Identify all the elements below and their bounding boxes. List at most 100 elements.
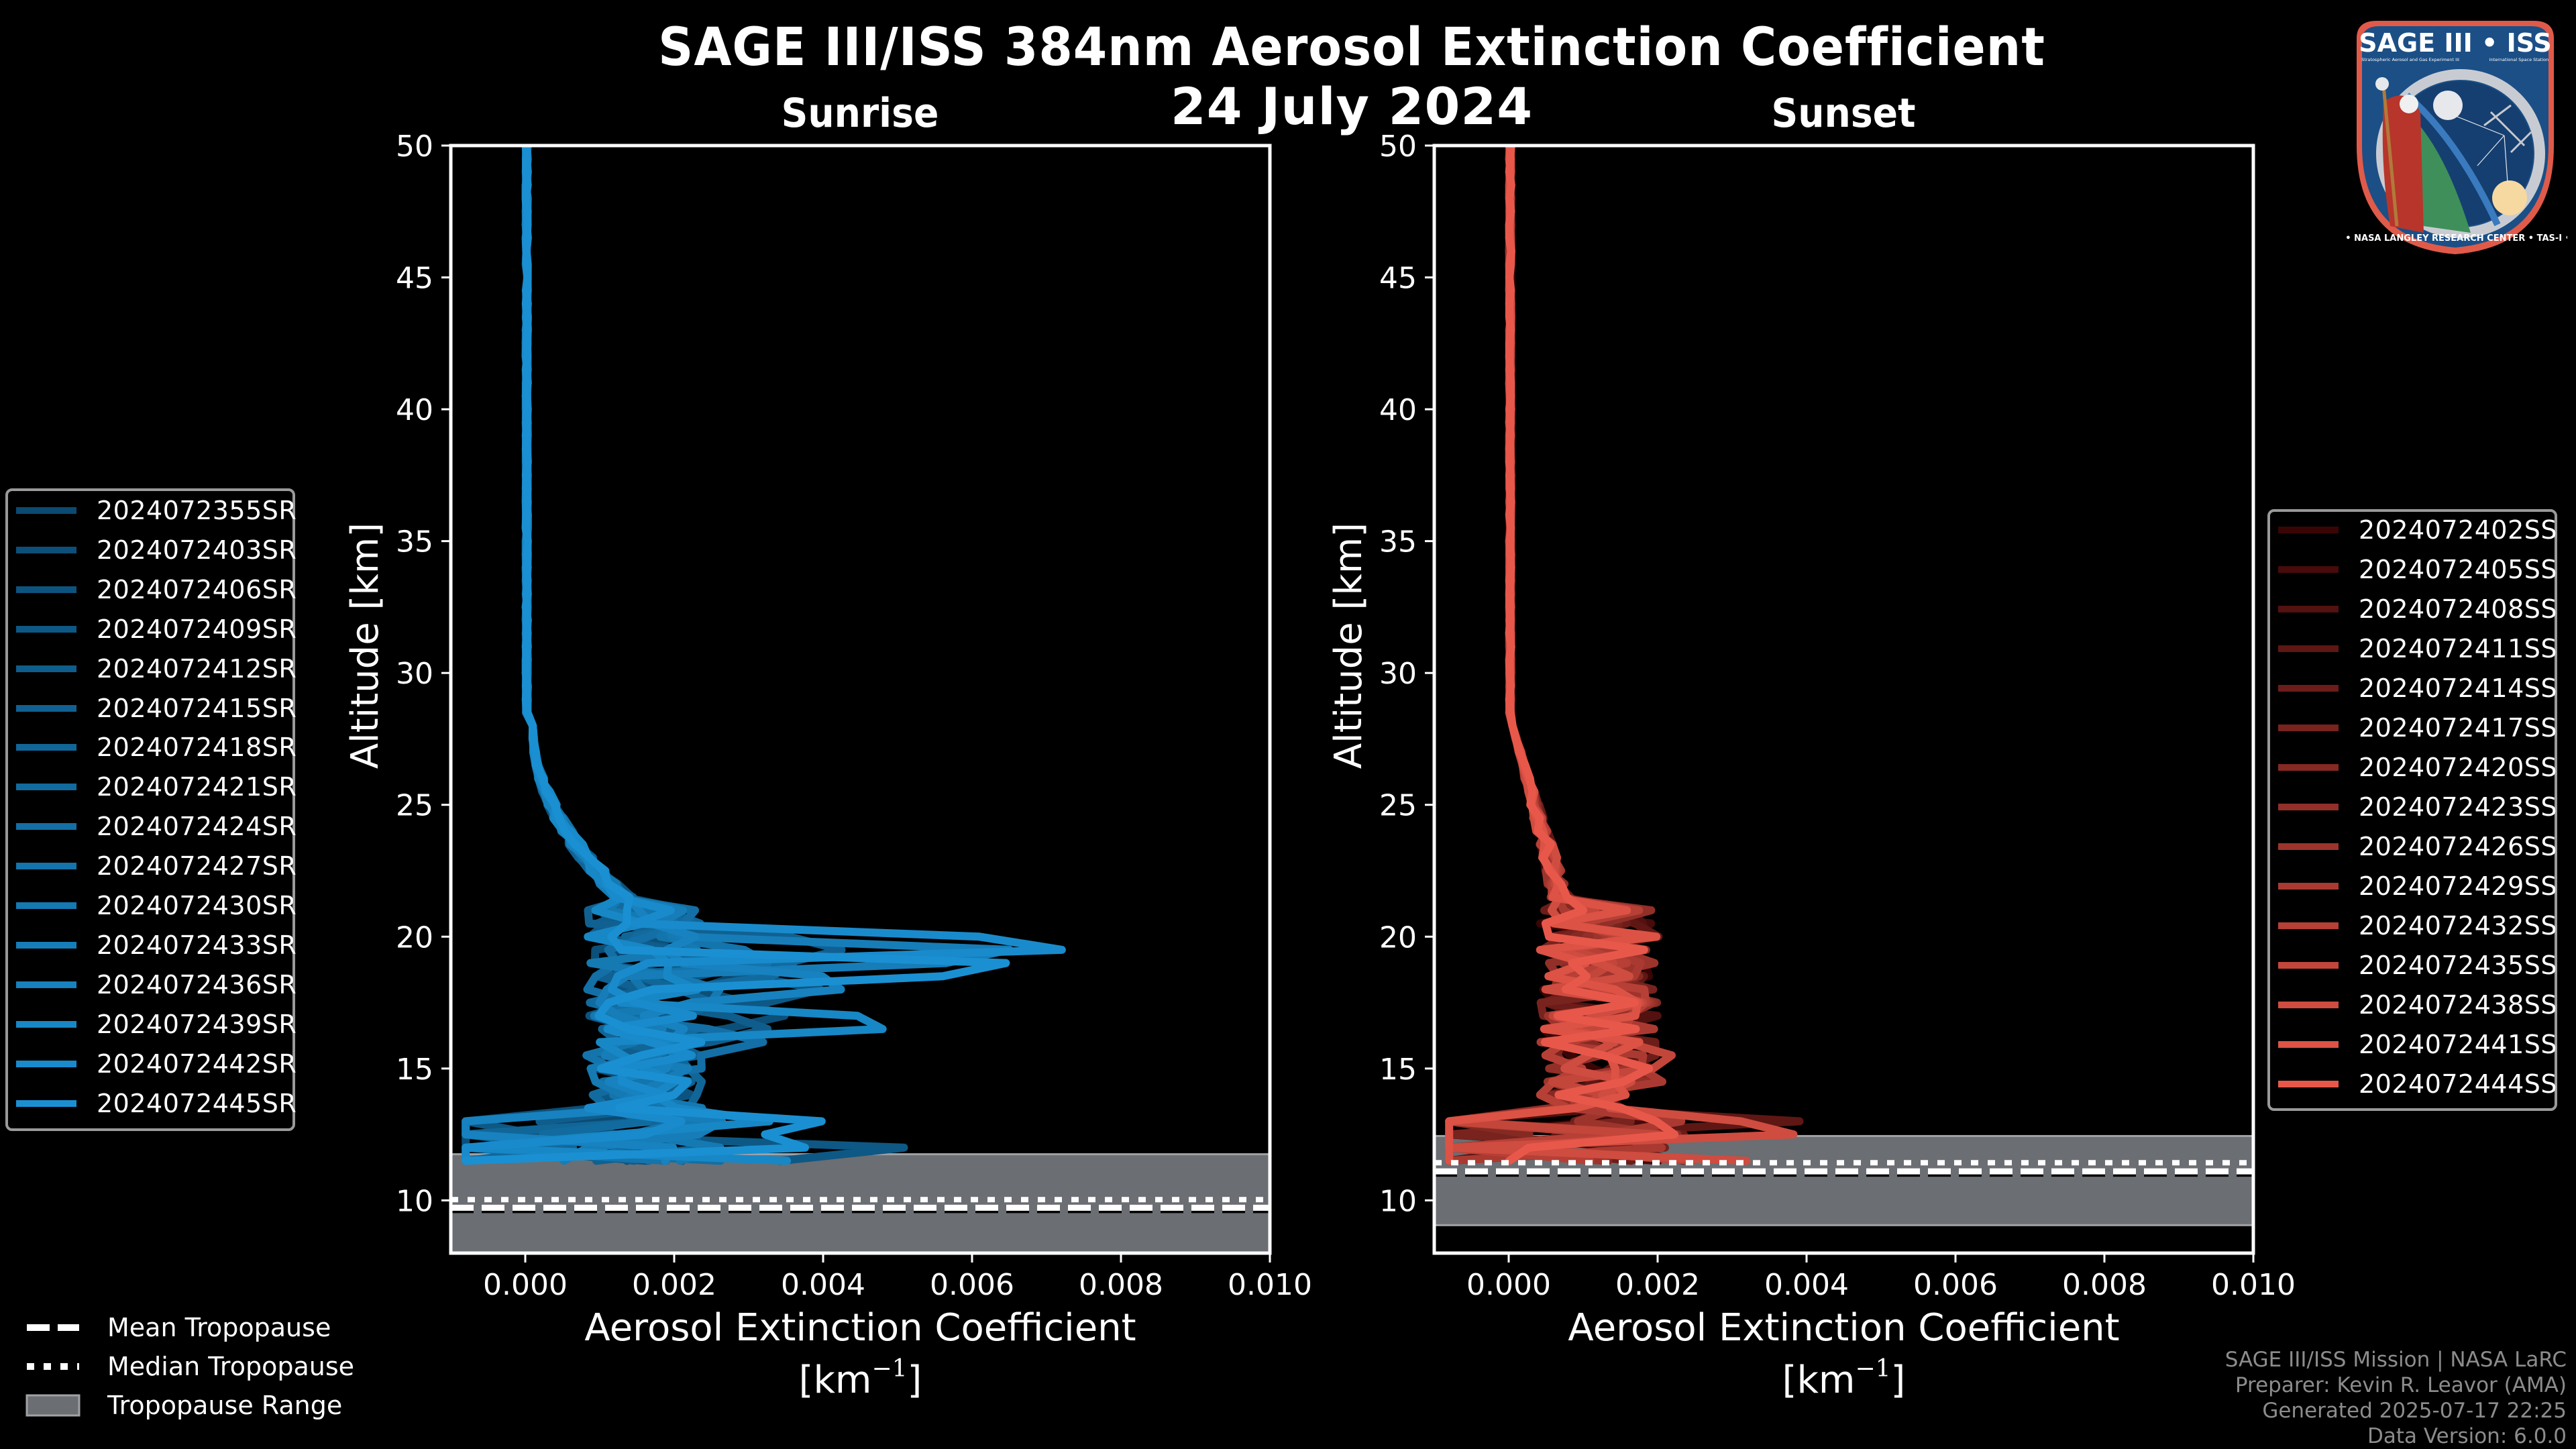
profile-line-2024072445SR [462, 146, 1010, 1165]
legend-line-swatch [16, 902, 76, 909]
legend-label: 2024072415SR [97, 693, 297, 723]
legend-item-2024072355SR: 2024072355SR [8, 491, 297, 530]
y-tick-label: 40 [1379, 393, 1417, 427]
legend-line-swatch [16, 744, 76, 751]
legend-label: 2024072433SR [97, 930, 297, 960]
x-axis-units: [km−1] [1782, 1355, 1906, 1402]
credits-mission: SAGE III/ISS Mission | NASA LaRC [2224, 1348, 2567, 1372]
legend-label: 2024072438SS [2359, 990, 2558, 1020]
legend-item-2024072412SR: 2024072412SR [8, 649, 297, 688]
legend-line-swatch [2278, 1002, 2339, 1008]
legend-label: 2024072432SS [2359, 911, 2558, 941]
legend-item-2024072424SR: 2024072424SR [8, 807, 297, 846]
legend-line-swatch [16, 586, 76, 593]
legend-line-swatch [2278, 843, 2339, 850]
legend-label: 2024072444SS [2359, 1069, 2558, 1099]
iss-icon [2483, 104, 2532, 154]
x-tick-label: 0.010 [2211, 1268, 2296, 1302]
legend-item-2024072415SR: 2024072415SR [8, 689, 297, 728]
legend-item-2024072435SS: 2024072435SS [2270, 946, 2557, 985]
legend-line-swatch [16, 1099, 76, 1107]
x-tick-label: 0.004 [1764, 1268, 1849, 1302]
y-tick-label: 25 [1379, 789, 1417, 823]
x-tick-label: 0.000 [1466, 1268, 1551, 1302]
sunset-legend: 2024072402SS 2024072405SS 2024072408SS 2024… [2267, 509, 2557, 1111]
axes-frame [449, 144, 1272, 1255]
legend-label: 2024072420SS [2359, 753, 2558, 782]
legend-item-2024072417SS: 2024072417SS [2270, 708, 2557, 747]
legend-label: 2024072424SR [97, 812, 297, 842]
legend-label: 2024072442SR [97, 1049, 297, 1079]
legend-label: 2024072429SS [2359, 871, 2558, 901]
legend-label: 2024072414SS [2359, 674, 2558, 703]
legend-label: 2024072427SR [97, 851, 297, 881]
x-tick-label: 0.000 [483, 1268, 568, 1302]
legend-item-2024072444SS: 2024072444SS [2270, 1065, 2557, 1104]
legend-label: 2024072418SR [97, 733, 297, 763]
dotted-line-icon [27, 1363, 79, 1370]
x-tick-label: 0.004 [781, 1268, 865, 1302]
credits-generated: Generated 2025-07-17 22:25 [2262, 1399, 2567, 1423]
y-tick-label: 10 [1379, 1184, 1417, 1218]
credits-preparer: Preparer: Kevin R. Leavor (AMA) [2235, 1373, 2567, 1397]
legend-line-swatch [16, 1020, 76, 1028]
legend-label: 2024072426SS [2359, 832, 2558, 861]
legend-line-swatch [16, 546, 76, 553]
legend-line-swatch [2278, 1081, 2339, 1087]
x-tick-label: 0.002 [1615, 1268, 1700, 1302]
y-tick-label: 35 [1379, 525, 1417, 559]
legend-label: 2024072421SR [97, 772, 297, 802]
legend-line-swatch [16, 625, 76, 633]
x-tick-label: 0.002 [632, 1268, 716, 1302]
legend-item-2024072432SS: 2024072432SS [2270, 906, 2557, 945]
legend-item-2024072403SR: 2024072403SR [8, 531, 297, 570]
legend-line-swatch [16, 704, 76, 712]
legend-item-2024072418SR: 2024072418SR [8, 728, 297, 767]
legend-label: 2024072435SS [2359, 951, 2558, 980]
x-tick-label: 0.008 [1079, 1268, 1163, 1302]
legend-item-2024072423SS: 2024072423SS [2270, 788, 2557, 826]
legend-line-swatch [2278, 883, 2339, 890]
sunrise-panel: 10 15 20 25 30 35 40 45 50 0.000 0.002 0.004 0.006 0.… [343, 129, 1312, 1402]
legend-line-swatch [16, 823, 76, 830]
y-tick-label: 30 [1379, 657, 1417, 691]
range-swatch-icon [25, 1394, 80, 1417]
legend-label: 2024072441SS [2359, 1030, 2558, 1059]
sunset-panel: 10 15 20 25 30 35 40 45 50 0.000 0.002 0.004 0.006 0.… [1327, 129, 2296, 1402]
legend-item-2024072414SS: 2024072414SS [2270, 669, 2557, 708]
legend-item-2024072439SR: 2024072439SR [8, 1005, 297, 1044]
chart-date: 24 July 2024 [1170, 76, 1534, 136]
legend-item-2024072429SS: 2024072429SS [2270, 867, 2557, 906]
y-tick-label: 50 [396, 129, 433, 164]
logo-subtitle-left: Stratospheric Aerosol and Gas Experiment… [2361, 57, 2459, 62]
y-tick-label: 20 [396, 920, 433, 955]
legend-item-2024072411SS: 2024072411SS [2270, 629, 2557, 668]
legend-line-swatch [16, 665, 76, 672]
x-tick-label: 0.006 [1913, 1268, 1998, 1302]
legend-item-2024072442SR: 2024072442SR [8, 1044, 297, 1083]
legend-label: Median Tropopause [107, 1352, 354, 1381]
y-tick-label: 15 [1379, 1053, 1417, 1087]
moon-icon [2433, 91, 2463, 120]
x-tick-label: 0.006 [930, 1268, 1014, 1302]
y-tick-label: 45 [396, 262, 433, 296]
legend-line-swatch [2278, 645, 2339, 652]
legend-label: 2024072355SR [97, 496, 297, 525]
sage-iii-iss-logo: SAGE III • ISS Stratospheric Aerosol and… [2343, 21, 2567, 254]
y-tick-label: 15 [396, 1053, 433, 1087]
sunrise-legend: 2024072355SR 2024072403SR 2024072406SR 2024… [5, 488, 297, 1131]
logo-ring-text: BALL • NASA LANGLEY RESEARCH CENTER • TA… [2343, 233, 2567, 244]
legend-line-swatch [2278, 962, 2339, 969]
legend-median-tropopause: Median Tropopause [25, 1347, 354, 1386]
legend-label: Tropopause Range [107, 1391, 343, 1420]
y-tick-label: 40 [396, 393, 433, 427]
legend-mean-tropopause: Mean Tropopause [25, 1308, 331, 1347]
legend-item-2024072427SR: 2024072427SR [8, 847, 297, 885]
legend-line-swatch [16, 981, 76, 988]
credits-version: Data Version: 6.0.0 [2367, 1424, 2567, 1448]
legend-line-swatch [2278, 922, 2339, 929]
legend-label: Mean Tropopause [107, 1313, 331, 1342]
x-tick-label: 0.008 [2062, 1268, 2147, 1302]
legend-label: 2024072403SR [97, 535, 297, 565]
